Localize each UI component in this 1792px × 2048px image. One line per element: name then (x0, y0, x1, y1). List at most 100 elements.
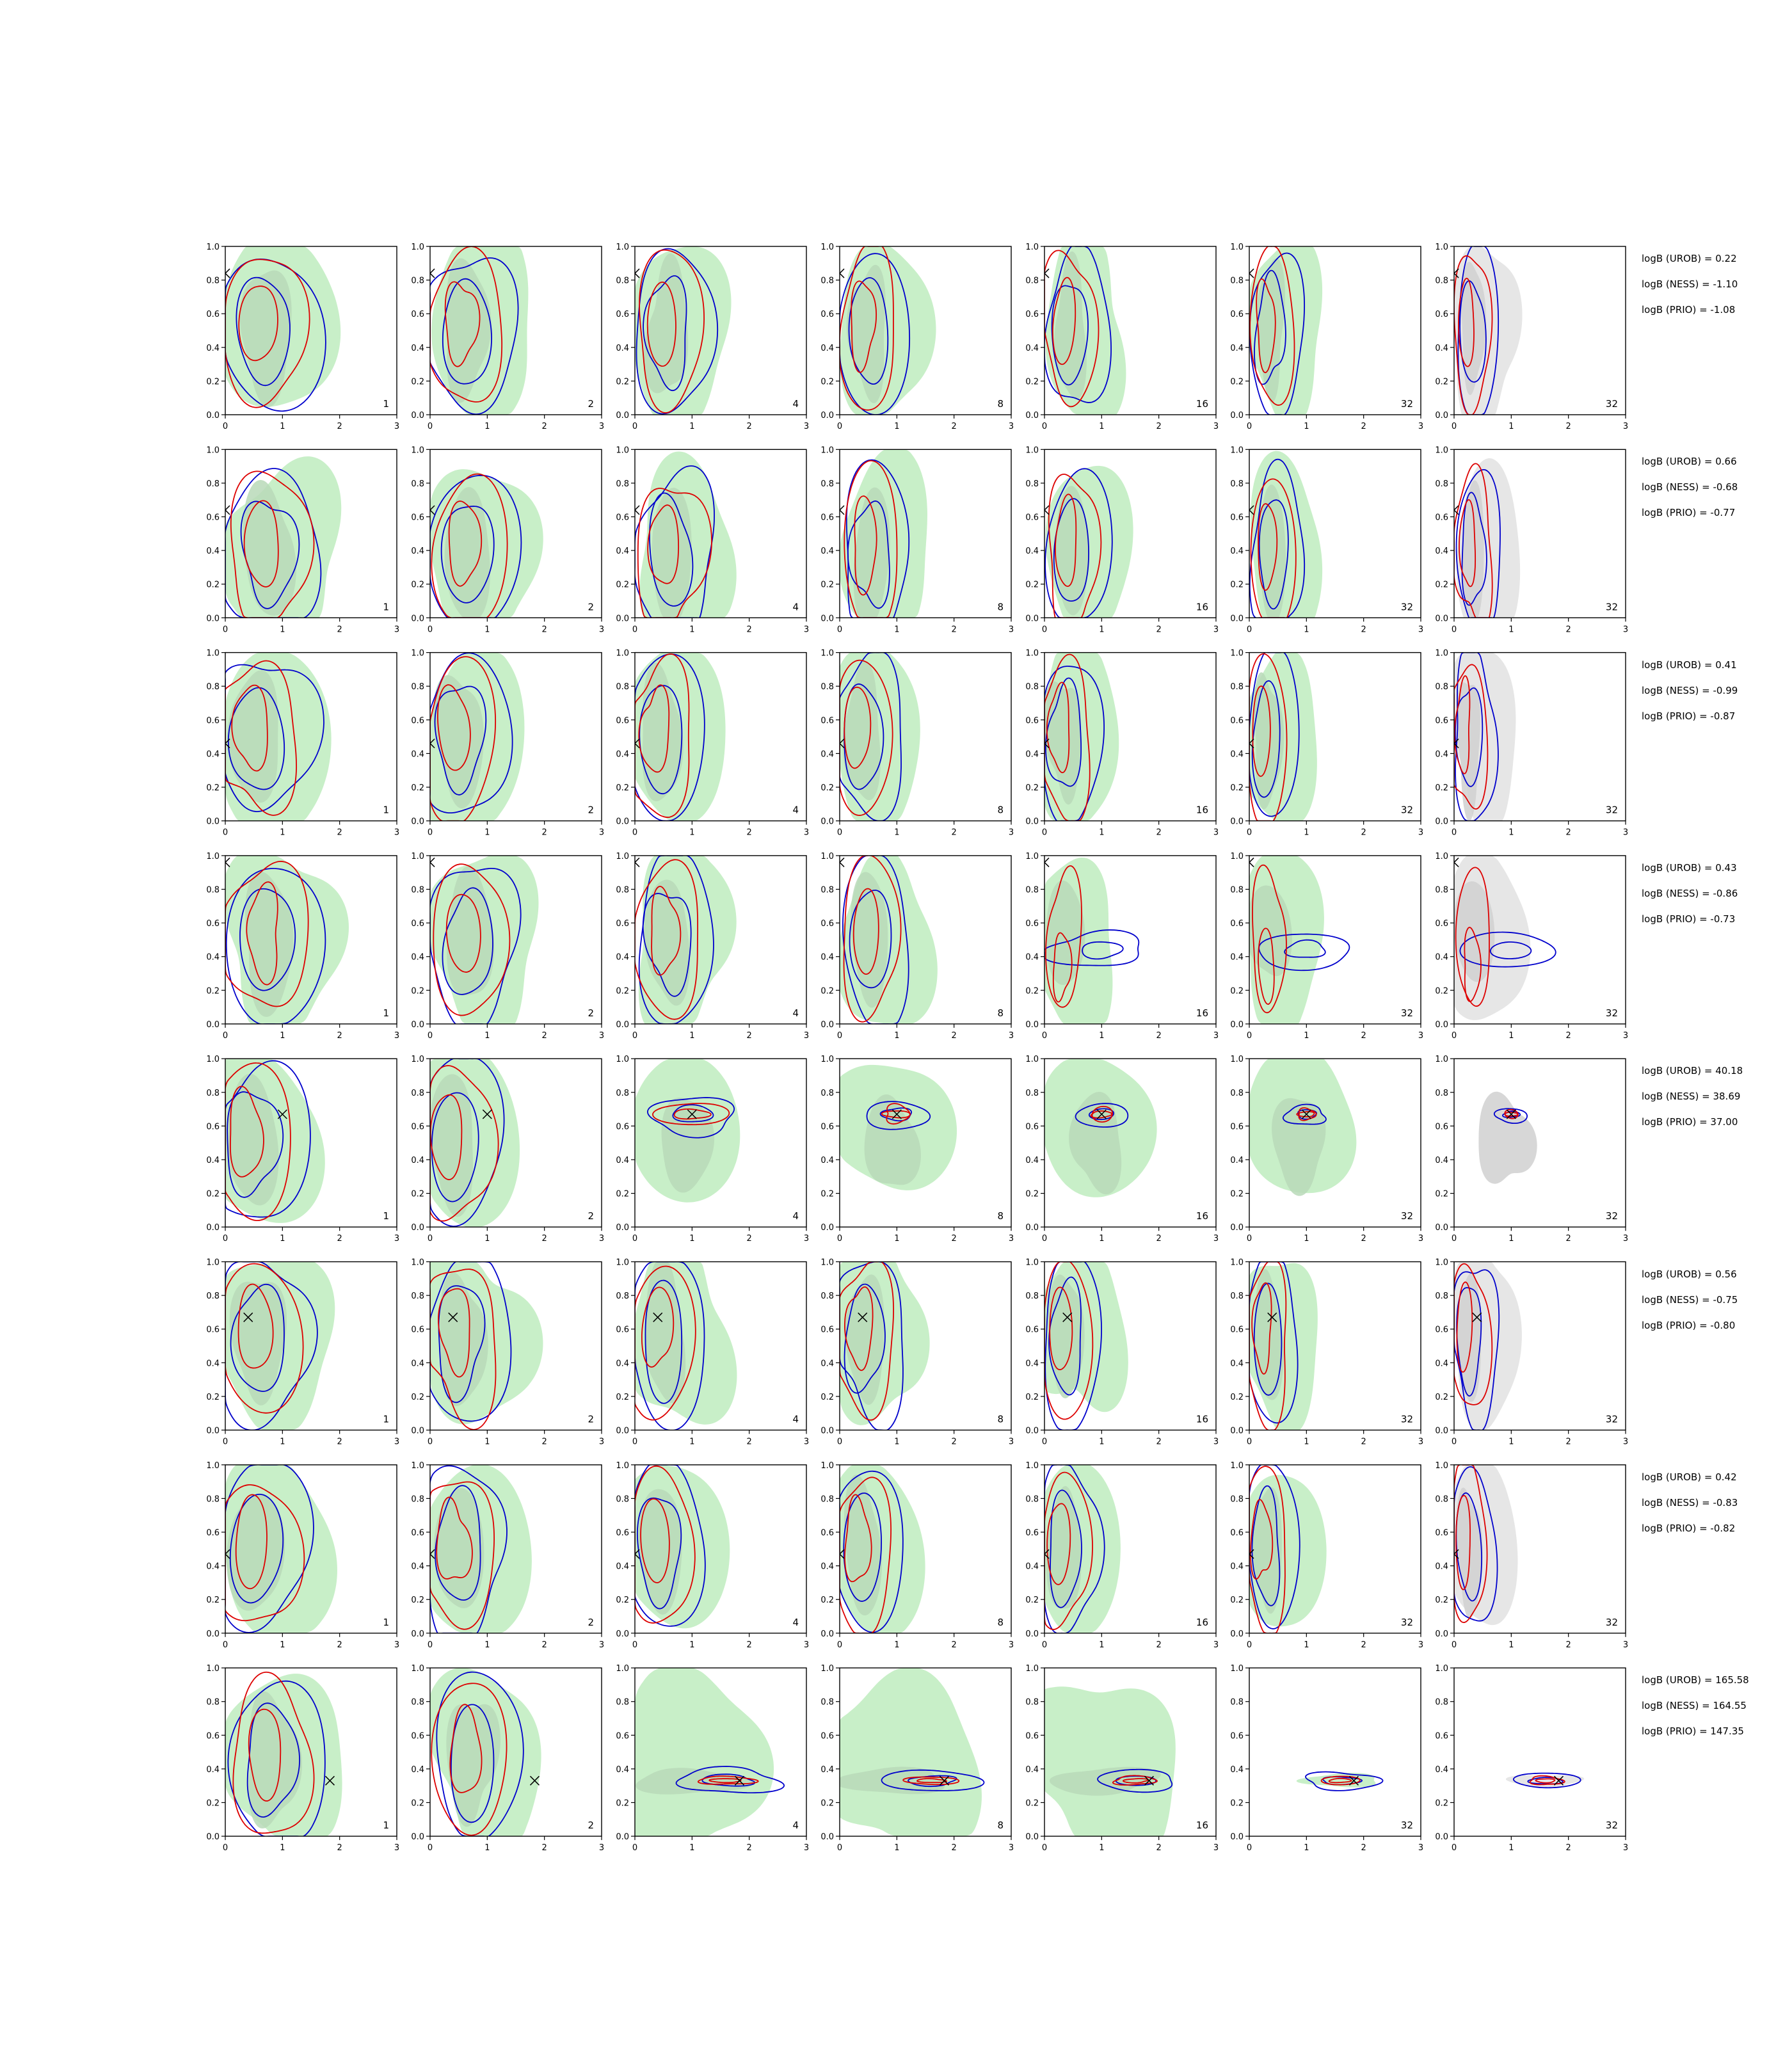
x-tick-label: 0 (428, 1437, 433, 1447)
y-tick-label: 0.4 (616, 1562, 629, 1572)
panel-r4-c6: 0 1 2 3 0.0 0.2 0.4 0.6 0.8 1.0 32 (1230, 852, 1423, 1041)
x-tick-label: 2 (1566, 1031, 1571, 1041)
blue-contour-1 (1512, 1772, 1581, 1789)
y-tick-label: 0.0 (1025, 1223, 1039, 1233)
truth-marker (1267, 1312, 1277, 1322)
red-contour-1 (1044, 1261, 1094, 1420)
panel-r6-c7: 0 1 2 3 0.0 0.2 0.4 0.6 0.8 1.0 32 (1435, 1258, 1628, 1447)
y-tick-label: 0.4 (1435, 749, 1448, 759)
shaded-density-2 (229, 1281, 287, 1405)
panel-r7-c5: 0 1 2 3 0.0 0.2 0.4 0.6 0.8 1.0 16 (1025, 1461, 1219, 1650)
x-tick-label: 0 (223, 1640, 228, 1650)
x-tick-label: 2 (337, 1234, 342, 1244)
shaded-density-1 (1505, 1775, 1585, 1788)
blue-contour-2 (1045, 677, 1082, 787)
y-tick-label: 1.0 (411, 1461, 424, 1471)
y-tick-label: 0.0 (1435, 411, 1448, 420)
red-contour-2 (640, 1498, 670, 1583)
truth-marker (1144, 1775, 1155, 1786)
y-tick-label: 0.2 (616, 377, 629, 387)
x-tick-label: 3 (1418, 1234, 1423, 1244)
red-contour-2 (1455, 1494, 1471, 1590)
truth-marker (734, 1775, 745, 1786)
y-tick-label: 0.6 (411, 1528, 424, 1538)
truth-marker (1454, 505, 1459, 515)
y-tick-label: 0.2 (206, 986, 220, 996)
panel-label: 8 (997, 1820, 1004, 1831)
blue-contour-1 (430, 1261, 512, 1422)
red-contour-1 (1112, 1775, 1158, 1786)
red-contour-1 (635, 653, 690, 818)
y-tick-label: 0.2 (820, 783, 834, 793)
blue-contour-1 (635, 1464, 706, 1627)
x-tick-label: 1 (484, 422, 490, 431)
panel-r2-c7: 0 1 2 3 0.0 0.2 0.4 0.6 0.8 1.0 32 (1435, 445, 1628, 634)
panel-r8-c7: 0 1 2 3 0.0 0.2 0.4 0.6 0.8 1.0 32 (1435, 1664, 1628, 1853)
panel-label: 32 (1401, 1617, 1413, 1628)
truth-marker (635, 739, 640, 749)
blue-contour-1 (866, 1101, 931, 1130)
panel-label: 4 (792, 804, 799, 816)
y-tick-label: 0.0 (411, 1832, 424, 1842)
y-tick-label: 0.4 (1025, 547, 1039, 556)
panel-label: 32 (1401, 398, 1413, 410)
y-tick-label: 0.8 (820, 1494, 834, 1504)
x-tick-label: 2 (747, 1640, 752, 1650)
y-tick-label: 0.8 (616, 479, 629, 489)
y-tick-label: 0.4 (206, 1156, 220, 1165)
panel-r3-c6: 0 1 2 3 0.0 0.2 0.4 0.6 0.8 1.0 32 (1230, 649, 1423, 838)
blue-contour-1 (225, 1060, 311, 1218)
blue-contour-2 (1459, 280, 1487, 383)
red-contour-1 (635, 859, 698, 1020)
x-tick-label: 2 (1361, 1031, 1366, 1041)
red-contour-1 (1455, 867, 1490, 1007)
red-contour-2 (237, 1283, 274, 1369)
y-tick-label: 0.2 (1025, 783, 1039, 793)
y-tick-label: 1.0 (616, 243, 629, 252)
y-tick-label: 0.8 (1230, 1494, 1244, 1504)
truth-marker (840, 1549, 845, 1559)
panel-label: 32 (1606, 1007, 1618, 1019)
red-contour-1 (902, 1776, 960, 1786)
y-tick-label: 0.4 (411, 1765, 424, 1775)
red-contour-2 (1464, 927, 1482, 1002)
x-tick-label: 2 (1156, 1031, 1162, 1041)
blue-contour-2 (636, 1497, 682, 1610)
y-tick-label: 0.6 (1230, 1528, 1244, 1538)
y-tick-label: 1.0 (1025, 243, 1039, 252)
y-tick-label: 0.8 (1435, 1089, 1448, 1098)
blue-contour-2 (246, 1702, 301, 1818)
red-contour-2 (436, 684, 471, 771)
panel-r5-c7: 0 1 2 3 0.0 0.2 0.4 0.6 0.8 1.0 32 (1435, 1055, 1628, 1244)
panel-label: 32 (1401, 1210, 1413, 1222)
blue-contour-2 (643, 275, 687, 392)
panel-r7-c3: 0 1 2 3 0.0 0.2 0.4 0.6 0.8 1.0 4 (616, 1461, 809, 1650)
y-tick-label: 0.2 (820, 1596, 834, 1605)
x-tick-label: 2 (1156, 1640, 1162, 1650)
y-tick-label: 0.2 (616, 1393, 629, 1402)
shaded-density-2 (1046, 880, 1085, 985)
truth-marker (1044, 505, 1050, 515)
y-tick-label: 0.0 (616, 411, 629, 420)
axes-frame (1453, 1464, 1626, 1634)
x-tick-label: 0 (1042, 1640, 1047, 1650)
y-tick-label: 0.4 (1230, 1156, 1244, 1165)
y-tick-label: 0.0 (616, 1832, 629, 1842)
blue-contour-2 (642, 893, 692, 997)
x-tick-label: 2 (747, 1031, 752, 1041)
y-tick-label: 0.2 (616, 1190, 629, 1199)
panel-r2-c3: 0 1 2 3 0.0 0.2 0.4 0.6 0.8 1.0 4 (616, 445, 809, 634)
axes-frame (634, 855, 807, 1025)
x-tick-label: 1 (894, 1031, 899, 1041)
x-tick-label: 3 (804, 422, 809, 431)
y-tick-label: 0.0 (820, 1629, 834, 1639)
panel-label: 8 (997, 1210, 1004, 1222)
x-tick-label: 3 (1213, 1234, 1219, 1244)
x-tick-label: 3 (394, 828, 399, 838)
truth-marker (635, 857, 640, 867)
red-contour-2 (651, 886, 682, 976)
red-contour-2 (445, 893, 481, 973)
shaded-density-2 (1456, 682, 1480, 821)
y-tick-label: 0.0 (616, 1629, 629, 1639)
x-tick-label: 3 (1418, 422, 1423, 431)
